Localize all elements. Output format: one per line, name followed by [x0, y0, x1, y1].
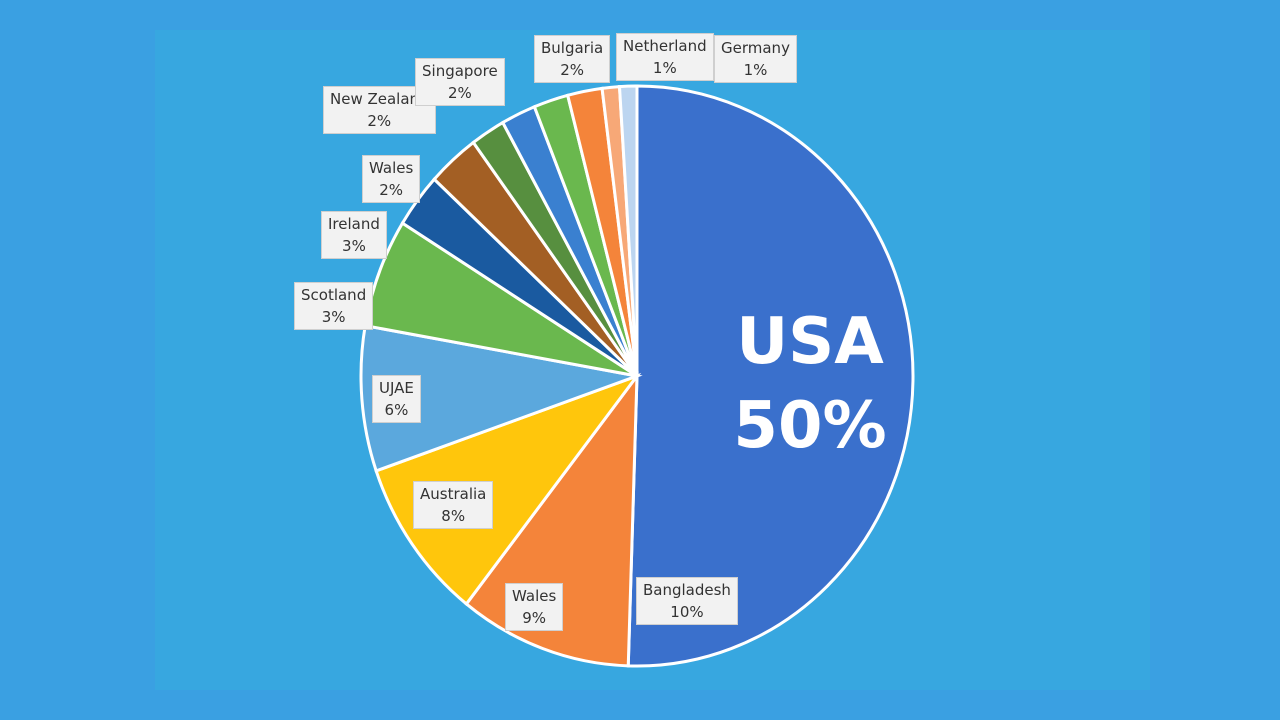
data-label-name: UJAE	[379, 379, 414, 397]
data-label-value: 2%	[447, 84, 472, 102]
data-label-value: 2%	[560, 61, 584, 79]
data-label: Germany 1%	[714, 35, 797, 83]
pie-slice-usa	[626, 84, 915, 668]
data-label-name: Singapore	[422, 62, 498, 80]
data-label-value: 6%	[384, 401, 409, 419]
data-label: UJAE 6%	[372, 375, 421, 423]
data-label-value: 1%	[743, 61, 768, 79]
data-label-name: Australia	[420, 485, 487, 503]
data-label-name: Bangladesh	[643, 581, 731, 599]
data-label: Netherland 1%	[616, 33, 714, 81]
data-label: Ireland 3%	[321, 211, 387, 259]
data-label-name: Scotland	[301, 286, 367, 304]
data-label-value: 8%	[441, 507, 466, 525]
data-label-value: 3%	[342, 237, 366, 255]
data-label-name: Bulgaria	[541, 39, 604, 57]
data-label: Singapore 2%	[415, 58, 505, 106]
data-label-value: 2%	[379, 181, 404, 199]
data-label: Bulgaria 2%	[534, 35, 611, 83]
data-label-name: New Zealand	[330, 90, 429, 108]
usa-label-name: USA	[736, 305, 884, 379]
data-label-value: 2%	[367, 112, 392, 130]
pie-slice-wales	[374, 372, 642, 607]
pie-slice-germany	[617, 84, 639, 377]
data-label-name: Wales	[369, 159, 414, 177]
usa-label-value: 50%	[733, 389, 887, 463]
data-label: Wales 2%	[362, 155, 421, 203]
data-label: Scotland 3%	[294, 282, 374, 330]
data-label-value: 1%	[652, 59, 677, 77]
data-label: Wales 9%	[505, 583, 564, 631]
data-label-value: 3%	[321, 308, 346, 326]
data-label-name: Germany	[721, 39, 790, 57]
usa-slice-label: USA 50%	[700, 300, 920, 468]
data-label-value: 9%	[522, 609, 547, 627]
data-label-name: Netherland	[623, 37, 707, 55]
pie-slice-australia	[359, 323, 643, 473]
data-label-name: Wales	[512, 587, 557, 605]
data-label: Bangladesh 10%	[636, 577, 738, 625]
data-label-name: Ireland	[328, 215, 380, 233]
data-label: Australia 8%	[413, 481, 494, 529]
data-label-value: 10%	[670, 603, 704, 621]
